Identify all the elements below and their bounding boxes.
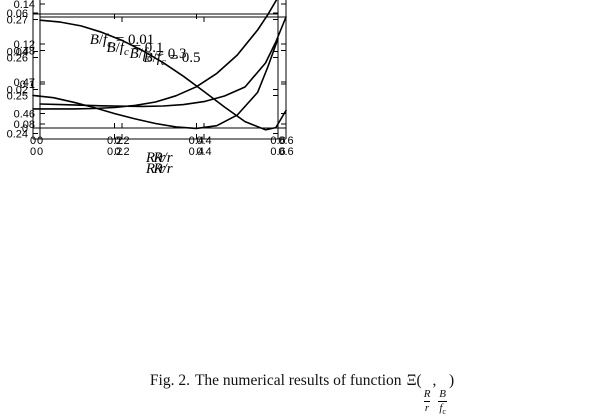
data-curve [32, 0, 278, 110]
fraction-numerator: B [439, 388, 446, 401]
annotation-label: B/fc = 0.1 [106, 40, 163, 58]
caption-text: The numerical results of function [194, 372, 402, 389]
tick-label: 0.04 [7, 46, 28, 58]
tick-label: 0.2 [107, 146, 122, 158]
annotation-label: B/fc = 0.01 [90, 32, 155, 50]
tick-label: 0.25 [7, 90, 28, 102]
tick-label: 0.08 [14, 119, 35, 131]
tick-label: 0.1 [20, 79, 35, 91]
chart-canvas: 0 0.2 0.4 0.6 0.46 0.47 0.48 B/fc = 0.5 R/r [14, 16, 294, 177]
tick-label: 0.2 [107, 135, 122, 147]
annotation-label: B/fc = 0.3 [129, 46, 186, 64]
figure-caption: Fig. 2. The numerical results of function… [0, 372, 604, 416]
chart-canvas: 0 0.2 0.4 0.6 0.08 0.1 0.12 0.14 B/fc = 0.1 R/r [14, 0, 294, 166]
fraction-numerator: R [423, 388, 431, 401]
tick-label: 0.48 [14, 45, 35, 57]
tick-label: 0.6 [278, 135, 293, 147]
tick-label: 0.4 [189, 146, 204, 158]
tick-label: 0.27 [7, 15, 28, 27]
subscript-c: c [442, 406, 446, 416]
tick-label: 0 [30, 135, 36, 147]
subplot-bfc-0-1: 0 0.2 0.4 0.6 0.08 0.1 0.12 0.14 B/fc = 0.1 R/r [0, 0, 302, 186]
tick-label: 0.26 [7, 53, 28, 65]
x-axis-label: R/r [152, 161, 172, 177]
tick-label: 0 [30, 146, 36, 158]
tick-label: 0.14 [14, 0, 35, 11]
tick-label: 0.4 [189, 135, 204, 147]
data-curve [32, 37, 279, 130]
tick-label: 0.6 [270, 146, 285, 158]
caption-fig-label: Fig. 2. [149, 372, 190, 389]
tick-label: 0.02 [7, 85, 28, 97]
x-axis-label: R/r [152, 150, 172, 166]
tick-label: 0.4 [196, 146, 211, 158]
caption-open-paren: ( [416, 372, 422, 389]
tick-label: 0.2 [114, 146, 129, 158]
subplot-bfc-0-01: 0 0.2 0.4 0.6 0 0.02 0.04 0.06 B/fc = 0.01 R/r [0, 0, 302, 186]
tick-label: 0.24 [7, 128, 28, 140]
tick-label: 0.06 [7, 8, 28, 20]
tick-label: 0.6 [278, 146, 293, 158]
tick-label: 0 [22, 123, 28, 135]
tick-label: 0 [37, 146, 43, 158]
fraction-denominator: r [423, 400, 431, 414]
caption-comma: , [432, 372, 437, 389]
tick-label: 0.4 [196, 135, 211, 147]
fraction-denominator: fc [438, 400, 447, 416]
annotation-label: B/fc = 0.5 [143, 50, 200, 68]
tick-label: 0 [37, 135, 43, 147]
caption-function-symbol: Ξ [406, 372, 417, 389]
chart-canvas: 0 0.2 0.4 0.6 0 0.02 0.04 0.06 B/fc = 0.01 R/r [7, 0, 286, 166]
x-axis-label: R/r [145, 161, 165, 177]
subplot-bfc-0-5: 0 0.2 0.4 0.6 0.46 0.47 0.48 B/fc = 0.5 R/r [0, 0, 302, 186]
data-curve [39, 19, 287, 131]
x-axis-label: R/r [145, 150, 165, 166]
tick-label: 0.47 [14, 77, 35, 89]
tick-label: 0.12 [14, 39, 35, 51]
caption-close-paren: ) [448, 372, 455, 389]
tick-label: 0.46 [14, 109, 35, 121]
tick-label: 0.2 [114, 135, 129, 147]
tick-label: 0.6 [270, 135, 285, 147]
